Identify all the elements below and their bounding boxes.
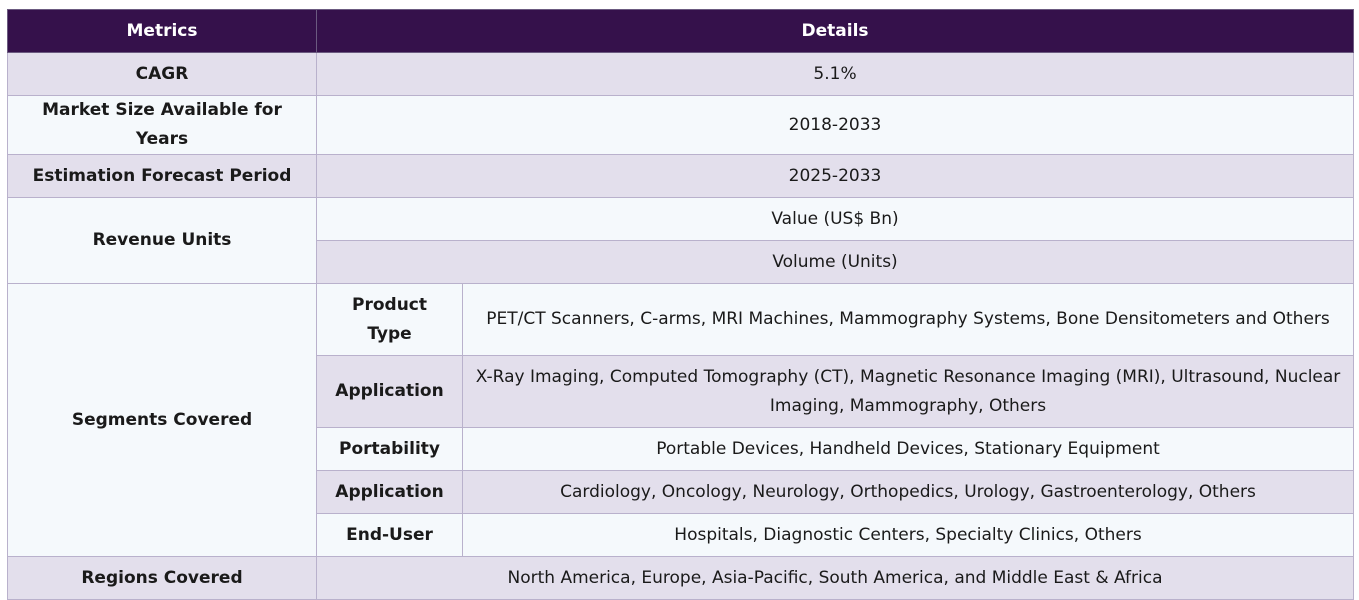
table-row-revenue-units: Revenue Units Value (US$ Bn) xyxy=(7,197,1355,284)
segment-label-application-2: Application xyxy=(316,470,463,514)
report-metrics-table-wrapper: Metrics Details CAGR 5.1% Market Size Av… xyxy=(7,9,1355,600)
table-row-revenue-units-2: Volume (Units) xyxy=(8,240,1355,284)
table-header-row: Metrics Details xyxy=(7,9,1355,53)
cagr-label: CAGR xyxy=(7,52,317,96)
forecast-value: 2025-2033 xyxy=(315,154,1355,198)
market-size-label: Market Size Available for Years xyxy=(7,95,317,155)
segment-value-application-2: Cardiology, Oncology, Neurology, Orthope… xyxy=(461,470,1355,514)
table-row-segment-application: Application X-Ray Imaging, Computed Tomo… xyxy=(8,355,1355,428)
revenue-units-label: Revenue Units xyxy=(7,197,317,284)
segment-label-end-user: End-User xyxy=(316,513,463,557)
forecast-label: Estimation Forecast Period xyxy=(7,154,317,198)
table-row-segment-application-2: Application Cardiology, Oncology, Neurol… xyxy=(8,470,1355,514)
report-metrics-table: Metrics Details CAGR 5.1% Market Size Av… xyxy=(7,9,1355,600)
revenue-units-value-1: Value (US$ Bn) xyxy=(315,197,1355,241)
segment-label-portability: Portability xyxy=(316,427,463,471)
table-row-forecast: Estimation Forecast Period 2025-2033 xyxy=(7,154,1355,198)
metrics-header: Metrics xyxy=(7,9,317,53)
table-row-cagr: CAGR 5.1% xyxy=(7,52,1355,96)
market-size-value: 2018-2033 xyxy=(315,95,1355,155)
table-row-segment-end-user: End-User Hospitals, Diagnostic Centers, … xyxy=(8,513,1355,557)
segment-value-portability: Portable Devices, Handheld Devices, Stat… xyxy=(461,427,1355,471)
revenue-units-value-2: Volume (Units) xyxy=(315,240,1355,284)
segments-covered-label: Segments Covered xyxy=(7,283,317,557)
segment-label-product-type: Product Type xyxy=(316,283,463,356)
regions-covered-value: North America, Europe, Asia-Pacific, Sou… xyxy=(315,556,1355,600)
segment-label-application: Application xyxy=(316,355,463,428)
details-header: Details xyxy=(315,9,1355,53)
table-row-market-size: Market Size Available for Years 2018-203… xyxy=(7,95,1355,155)
table-row-segment-portability: Portability Portable Devices, Handheld D… xyxy=(8,427,1355,471)
table-row-segment-product-type: Segments Covered Product Type PET/CT Sca… xyxy=(7,283,1355,557)
regions-covered-label: Regions Covered xyxy=(7,556,317,600)
segment-value-product-type: PET/CT Scanners, C-arms, MRI Machines, M… xyxy=(461,283,1355,356)
table-row-regions: Regions Covered North America, Europe, A… xyxy=(7,556,1355,600)
cagr-value: 5.1% xyxy=(315,52,1355,96)
segment-value-application: X-Ray Imaging, Computed Tomography (CT),… xyxy=(461,355,1355,428)
segment-value-end-user: Hospitals, Diagnostic Centers, Specialty… xyxy=(461,513,1355,557)
